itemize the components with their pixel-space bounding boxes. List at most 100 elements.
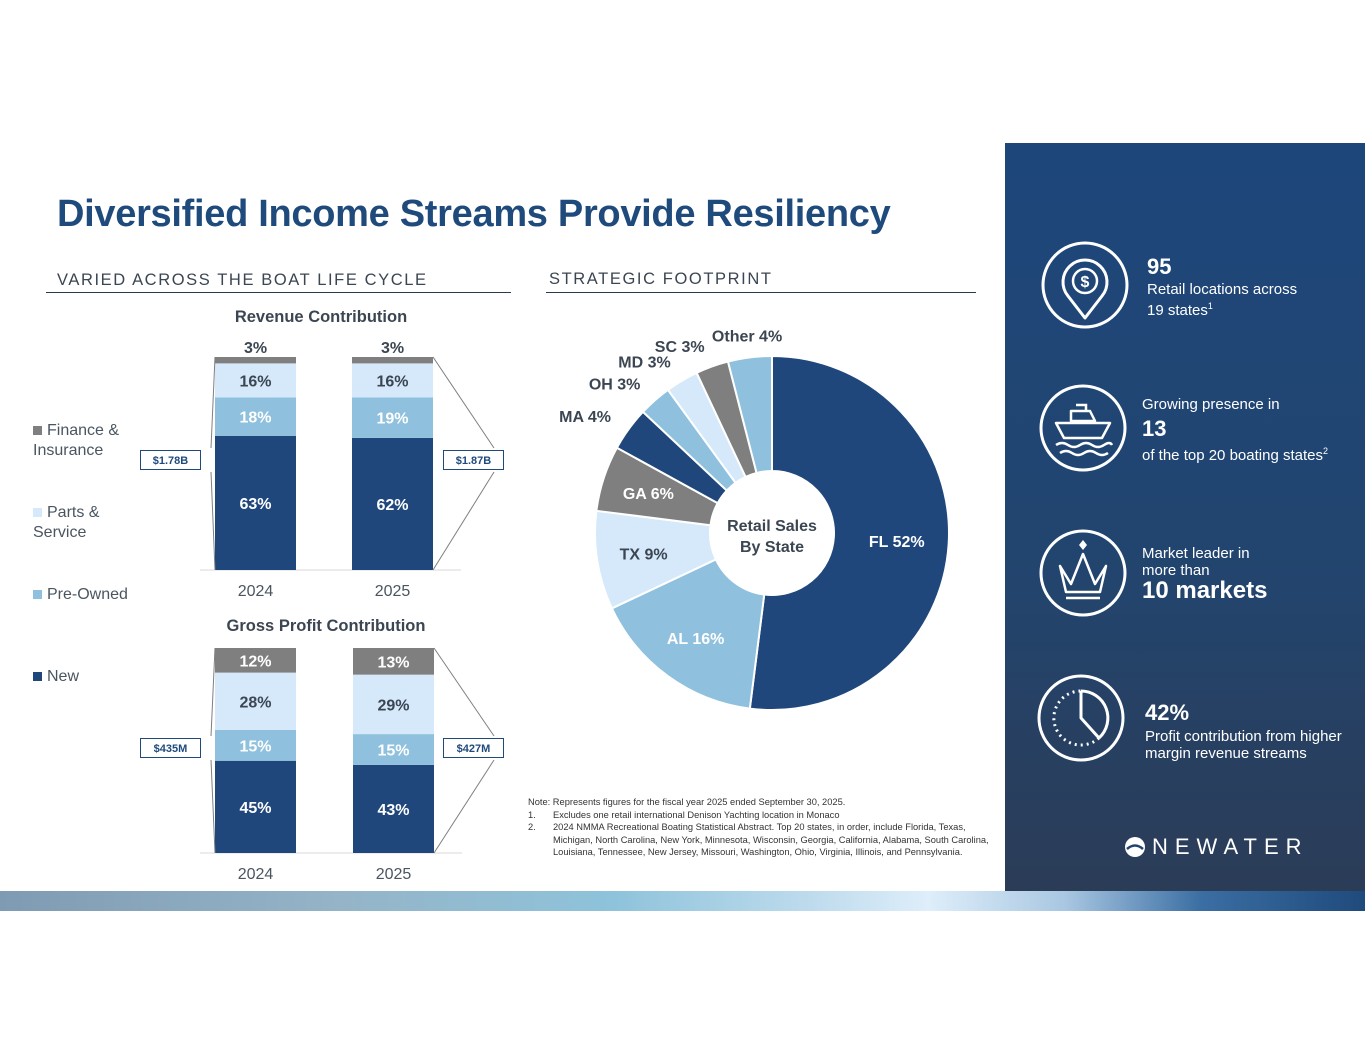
- data-label: 29%: [377, 697, 409, 714]
- legend-swatch: [33, 590, 42, 599]
- bar-segment: [352, 357, 433, 364]
- x-tick-label: 2025: [376, 866, 412, 883]
- footer-band: [0, 891, 1365, 911]
- pie-slice-label: TX 9%: [620, 546, 668, 563]
- section-rule-left: [46, 292, 511, 293]
- footnote-number: 1.: [528, 809, 536, 820]
- revenue-total-2025: $1.87B: [443, 450, 504, 470]
- bracket-line: [433, 759, 495, 854]
- bar-segment: [215, 397, 296, 436]
- bar-segment: [353, 674, 434, 735]
- data-label: 28%: [239, 694, 271, 711]
- bar-segment: [215, 363, 296, 398]
- data-label: 3%: [381, 340, 404, 357]
- bar-segment: [352, 437, 433, 570]
- stat-markets-prefix: Market leader in more than: [1142, 545, 1342, 579]
- footnote-text: 2024 NMMA Recreational Boating Statistic…: [553, 822, 989, 858]
- legend-swatch: [33, 672, 42, 681]
- pie-slice-label: SC 3%: [655, 339, 705, 356]
- x-tick-label: 2024: [238, 866, 274, 883]
- boat-icon: [1038, 383, 1128, 478]
- footnote-number: 2.: [528, 822, 536, 833]
- footnote-marker: 2: [1322, 446, 1328, 456]
- data-label: 16%: [239, 373, 271, 390]
- legend-pre-owned: Pre-Owned: [33, 585, 173, 605]
- bar-segment: [215, 672, 296, 730]
- stat-line: more than: [1142, 562, 1210, 579]
- pie-slice-label: FL 52%: [869, 534, 925, 551]
- bar-segment: [215, 357, 296, 364]
- bar-charts: 63% 18% 16% 3% 2024 62% 19% 16% 3% 2025 45% 15% 28% 1…: [200, 340, 495, 883]
- legend-finance-insurance: Finance & Insurance: [33, 421, 153, 461]
- pie-slice-label: GA 6%: [623, 486, 674, 503]
- legend-swatch: [33, 426, 42, 435]
- data-label: 45%: [239, 800, 271, 817]
- stat-line: Profit contribution from higher: [1145, 728, 1342, 745]
- stat-line: Market leader in: [1142, 545, 1250, 562]
- bracket-line: [433, 647, 495, 737]
- section-rule-right: [546, 292, 976, 293]
- logo-mark-icon: [1125, 837, 1145, 857]
- revenue-bar-chart: 63% 18% 16% 3% 2024 62% 19% 16% 3% 2025: [200, 340, 495, 600]
- bracket-line: [210, 471, 216, 571]
- stat-line: 19 states1: [1147, 298, 1347, 319]
- logo-text: NEWATER: [1152, 834, 1309, 859]
- pie-center-label: By State: [740, 539, 804, 556]
- bar-segment: [215, 730, 296, 761]
- stat-markets-value: 10 markets: [1142, 577, 1268, 604]
- bracket-line: [210, 647, 216, 737]
- legend-new: New: [33, 667, 133, 687]
- bar-segment: [215, 648, 296, 673]
- data-label: 12%: [239, 653, 271, 670]
- data-label: 16%: [376, 373, 408, 390]
- gross-profit-total-2025: $427M: [443, 738, 504, 758]
- gross-profit-chart-title: Gross Profit Contribution: [226, 617, 426, 635]
- data-label: 13%: [377, 654, 409, 671]
- bracket-line: [432, 471, 495, 571]
- stat-line: Retail locations across: [1147, 281, 1298, 298]
- stat-states-value: 13: [1142, 416, 1167, 441]
- data-label: 15%: [239, 738, 271, 755]
- footnote-marker: 1: [1207, 301, 1213, 311]
- pie-slice-label: MD 3%: [618, 355, 670, 372]
- section-heading-left: VARIED ACROSS THE BOAT LIFE CYCLE: [57, 271, 428, 289]
- legend-label: Finance & Insurance: [33, 422, 120, 459]
- pie-slice: [610, 558, 766, 710]
- crown-icon: [1038, 528, 1128, 623]
- stat-profit-text: Profit contribution from higher margin r…: [1145, 728, 1360, 762]
- location-dollar-pin-icon: $: [1040, 240, 1130, 335]
- gross-profit-total-2024: $435M: [140, 738, 201, 758]
- footnote: Note: Represents figures for the fiscal …: [528, 796, 1003, 859]
- footnote-text: Excludes one retail international Deniso…: [553, 809, 840, 820]
- bar-segment: [352, 397, 433, 438]
- svg-text:$: $: [1081, 274, 1090, 291]
- stats-panel: [1005, 143, 1365, 891]
- stat-locations-text: Retail locations across 19 states1: [1147, 281, 1347, 319]
- revenue-chart-title: Revenue Contribution: [234, 308, 408, 326]
- pie-slice: [726, 354, 773, 475]
- stat-locations-value: 95: [1147, 254, 1172, 279]
- footnote-1: 1. Excludes one retail international Deni…: [528, 809, 1003, 822]
- gross-profit-bar-chart: 45% 15% 28% 12% 2024 43% 15% 29% 13% 2025: [200, 647, 495, 883]
- section-heading-right: STRATEGIC FOOTPRINT: [549, 270, 773, 288]
- stat-states-text: of the top 20 boating states2: [1142, 443, 1357, 464]
- revenue-total-2024: $1.78B: [140, 450, 201, 470]
- page-title: Diversified Income Streams Provide Resil…: [57, 193, 891, 235]
- legend-label: New: [47, 668, 80, 685]
- bar-segment: [215, 435, 296, 570]
- footnote-2: 2. 2024 NMMA Recreational Boating Statist…: [528, 821, 1003, 859]
- bar-segment: [353, 764, 434, 853]
- x-tick-label: 2025: [375, 583, 411, 600]
- stat-line-text: 19 states: [1147, 302, 1208, 319]
- donut-chart: FL 52% AL 16% TX 9% GA 6% MA 4% OH 3% MD 3%SC …: [559, 329, 950, 711]
- data-label: 43%: [377, 802, 409, 819]
- stat-line: margin revenue streams: [1145, 745, 1307, 762]
- bar-segment: [353, 648, 434, 675]
- data-label: 15%: [377, 742, 409, 759]
- bracket-line: [210, 356, 216, 449]
- bar-segment: [353, 734, 434, 765]
- charts-svg: 63% 18% 16% 3% 2024 62% 19% 16% 3% 2025 45% 15% 28% 1…: [200, 329, 950, 883]
- x-tick-label: 2024: [238, 583, 274, 600]
- clock-icon: [1036, 673, 1126, 768]
- legend-swatch: [33, 508, 42, 517]
